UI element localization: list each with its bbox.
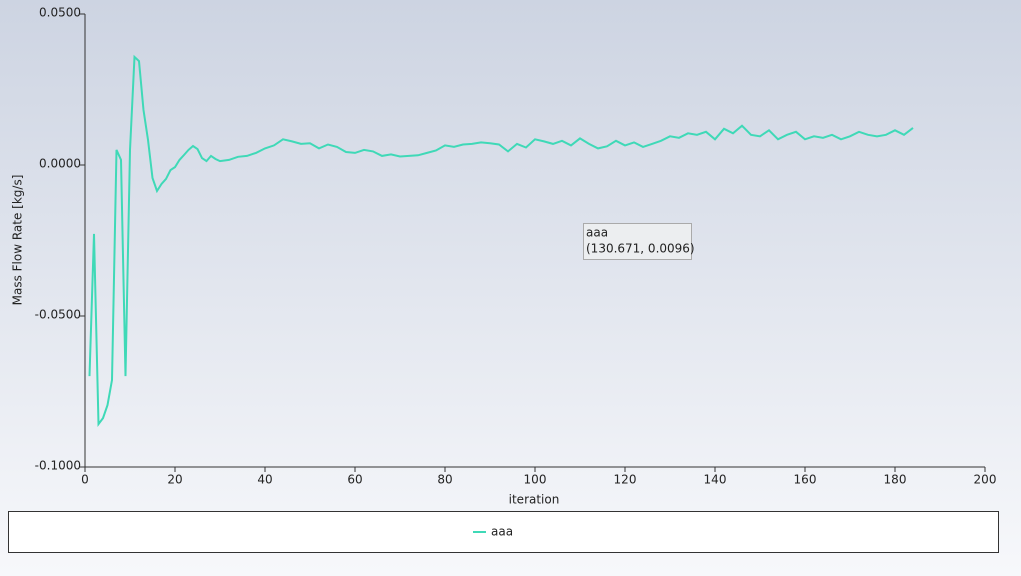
legend-label: aaa — [491, 525, 513, 539]
tooltip: aaa (130.671, 0.0096) — [583, 223, 695, 260]
y-tick-label: 0.0000 — [39, 157, 81, 171]
x-tick-label: 120 — [614, 473, 637, 487]
x-tick-label: 100 — [524, 473, 547, 487]
x-tick-label: 0 — [81, 473, 89, 487]
y-tick-label: -0.0500 — [35, 308, 81, 322]
tooltip-box — [583, 223, 692, 260]
y-tick-label: -0.1000 — [35, 459, 81, 473]
y-axis-label: Mass Flow Rate [kg/s] — [11, 175, 25, 306]
x-tick-label: 160 — [794, 473, 817, 487]
series-line — [88, 54, 914, 428]
x-tick-label: 200 — [974, 473, 997, 487]
x-tick-label: 140 — [704, 473, 727, 487]
x-tick-label: 80 — [437, 473, 452, 487]
x-tick-label: 40 — [257, 473, 272, 487]
tooltip-name: aaa — [586, 226, 608, 240]
y-tick-label: 0.0500 — [39, 6, 81, 20]
tooltip-text: (130.671, 0.0096) — [586, 242, 695, 256]
x-tick-label: 180 — [884, 473, 907, 487]
x-axis-label: iteration — [509, 493, 560, 507]
x-tick-label: 60 — [347, 473, 362, 487]
legend-box — [8, 511, 999, 553]
x-tick-label: 20 — [167, 473, 182, 487]
